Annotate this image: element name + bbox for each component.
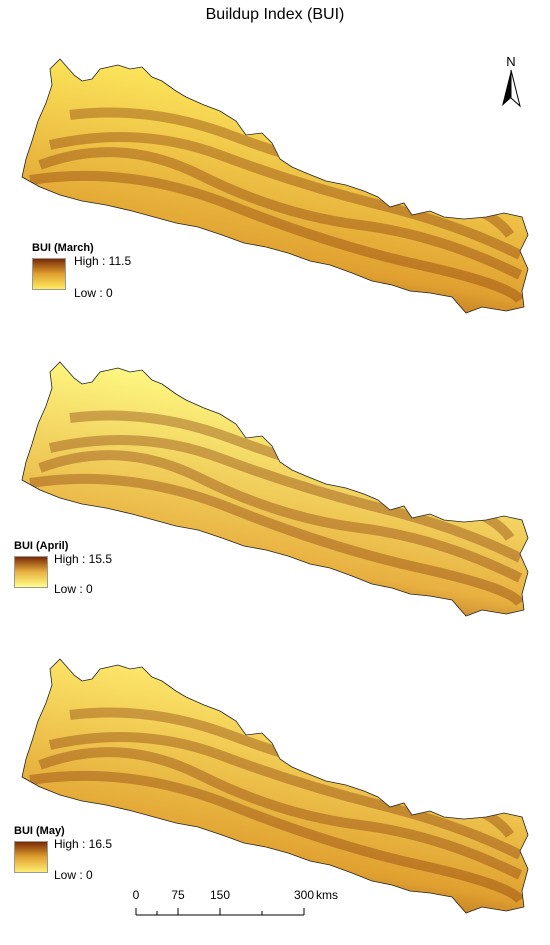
scale-bar-line — [135, 908, 305, 916]
legend-april: BUI (April) High : 15.5 Low : 0 — [14, 540, 112, 596]
legend-color-ramp — [32, 258, 66, 290]
country-outline — [21, 58, 529, 314]
legend-title: BUI (April) — [14, 540, 69, 552]
legend-march: BUI (March) High : 11.5 Low : 0 — [32, 242, 131, 300]
terrain-texture — [29, 410, 525, 607]
legend-high-label: High : 11.5 — [74, 254, 132, 268]
map-panel-march — [21, 58, 529, 314]
legend-low-label: Low : 0 — [74, 286, 113, 300]
north-arrow-icon — [502, 69, 521, 108]
scale-bar: 0 75 150 300 kms — [130, 888, 370, 920]
legend-high-label: High : 16.5 — [54, 837, 113, 851]
legend-high-label: High : 15.5 — [54, 552, 113, 566]
scale-unit: kms — [316, 888, 338, 902]
scale-tick-label: 0 — [132, 888, 140, 902]
terrain-texture — [29, 707, 525, 904]
scale-tick-label: 75 — [171, 888, 185, 902]
terrain-texture — [29, 107, 525, 304]
map-panel-may — [21, 658, 529, 914]
map-title: Buildup Index (BUI) — [205, 6, 345, 23]
scale-tick-label: 150 — [209, 888, 231, 902]
map-panel-april — [21, 361, 529, 617]
country-outline — [21, 361, 529, 617]
north-arrow: N — [500, 54, 522, 108]
country-outline — [21, 658, 529, 914]
legend-may: BUI (May) High : 16.5 Low : 0 — [14, 825, 112, 882]
legend-color-ramp — [14, 556, 48, 588]
legend-low-label: Low : 0 — [54, 582, 93, 596]
legend-title: BUI (May) — [14, 825, 65, 837]
legend-color-ramp — [14, 841, 48, 873]
legend-low-label: Low : 0 — [54, 868, 93, 882]
scale-tick-label: 300 — [293, 888, 315, 902]
legend-title: BUI (March) — [32, 242, 94, 254]
north-label: N — [506, 54, 516, 69]
